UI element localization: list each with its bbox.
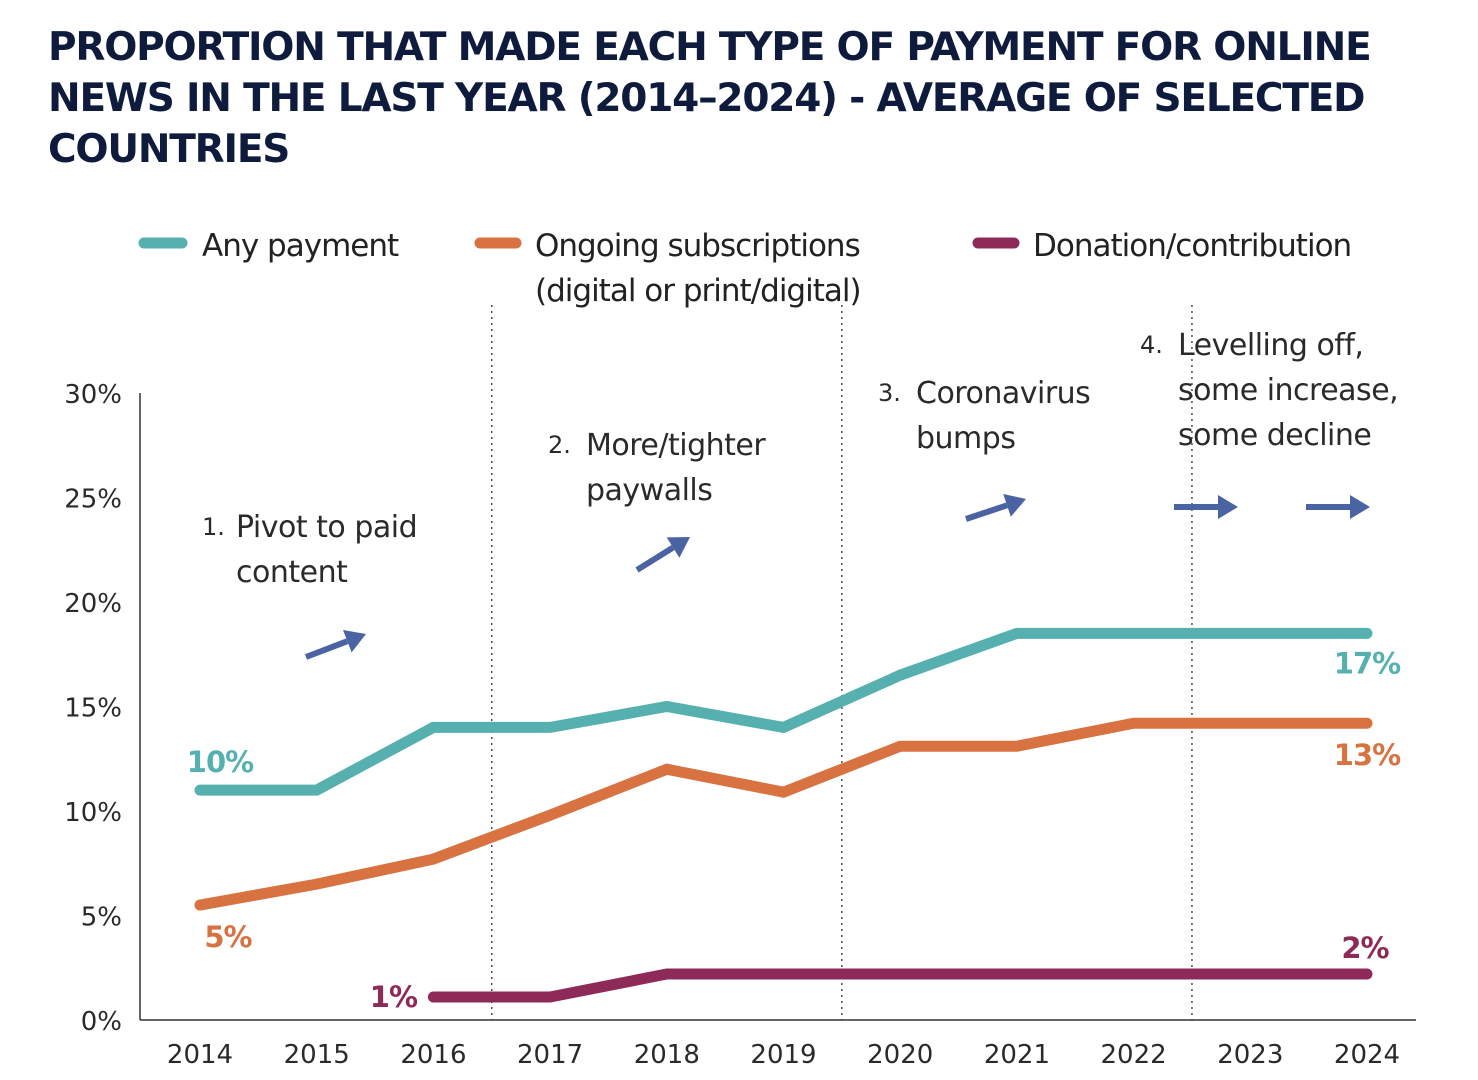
annotation-text: Coronavirus [916,376,1090,411]
y-tick-label: 15% [64,694,122,724]
trend-arrow-icon [1306,495,1370,519]
x-axis-ticks: 2014 2015 2016 2017 2018 2019 2020 2021 2022 2023… [167,1040,1400,1070]
x-tick-label: 2017 [517,1040,583,1070]
series-line-any-payment [194,627,1373,796]
y-tick-label: 0% [81,1007,122,1037]
annotation-1: 1. Pivot to paid content [202,510,418,590]
trend-arrow-icon [965,493,1026,522]
data-label-ongoing-subscriptions: 5% [204,920,252,954]
x-tick-label: 2022 [1101,1040,1167,1070]
annotation-text: some increase, [1178,373,1398,408]
chart-title: PROPORTION THAT MADE EACH TYPE OF PAYMEN… [48,25,1372,172]
legend: Any payment Ongoing subscriptions (digit… [138,228,1352,309]
legend-item-ongoing-subscriptions[interactable]: Ongoing subscriptions (digital or print/… [474,228,862,309]
legend-label-ongoing-subscriptions: Ongoing subscriptions [535,228,860,264]
data-label-ongoing-subscriptions: 13% [1334,738,1401,772]
data-labels: 10% 17% 5% 13% 1% 2% [187,646,1402,1014]
trend-arrow-icon [304,629,366,660]
annotation-3: 3. Coronavirus bumps [878,376,1091,456]
axes [139,393,1416,1021]
y-tick-label: 25% [64,485,122,515]
annotation-number: 4. [1140,331,1163,359]
legend-label-ongoing-subscriptions-line2: (digital or print/digital) [535,273,861,309]
data-label-any-payment: 17% [1334,646,1401,680]
y-tick-label: 20% [64,589,122,619]
annotation-number: 2. [548,431,571,459]
legend-item-any-payment[interactable]: Any payment [138,228,400,264]
annotation-text: content [236,555,348,590]
x-tick-label: 2023 [1217,1040,1283,1070]
annotation-text: Pivot to paid [236,510,417,545]
y-tick-label: 5% [81,903,122,933]
x-tick-label: 2016 [400,1040,466,1070]
annotation-text: bumps [916,421,1015,456]
annotation-text: More/tighter [586,428,766,463]
annotation-number: 1. [202,513,225,541]
annotation-2: 2. More/tighter paywalls [548,428,767,508]
data-label-donation-contribution: 2% [1341,931,1389,965]
x-tick-label: 2014 [167,1040,233,1070]
legend-item-donation-contribution[interactable]: Donation/contribution [972,228,1352,264]
annotation-4: 4. Levelling off, some increase, some decli… [1140,328,1399,453]
x-tick-label: 2021 [984,1040,1050,1070]
x-tick-label: 2020 [867,1040,933,1070]
annotation-number: 3. [878,379,901,407]
annotations: 1. Pivot to paid content 2. More/tighter payw… [202,328,1399,660]
trend-arrow-icon [1174,495,1238,519]
y-tick-label: 10% [64,798,122,828]
series-lines [194,627,1373,1003]
x-tick-label: 2018 [634,1040,700,1070]
y-tick-label: 30% [64,380,122,410]
y-axis-ticks: 0% 5% 10% 15% 20% 25% 30% [64,380,122,1037]
legend-label-any-payment: Any payment [202,228,399,264]
trend-arrow-icon [635,537,690,573]
data-label-any-payment: 10% [187,745,254,779]
x-tick-label: 2024 [1334,1040,1400,1070]
annotation-text: paywalls [586,473,712,508]
annotation-text: Levelling off, [1178,328,1363,363]
x-tick-label: 2019 [750,1040,816,1070]
x-tick-label: 2015 [284,1040,350,1070]
series-line-donation-contribution [427,968,1373,1003]
annotation-text: some decline [1178,418,1371,453]
legend-label-donation-contribution: Donation/contribution [1033,228,1351,264]
data-label-donation-contribution: 1% [370,980,418,1014]
period-dividers [491,305,1193,1020]
